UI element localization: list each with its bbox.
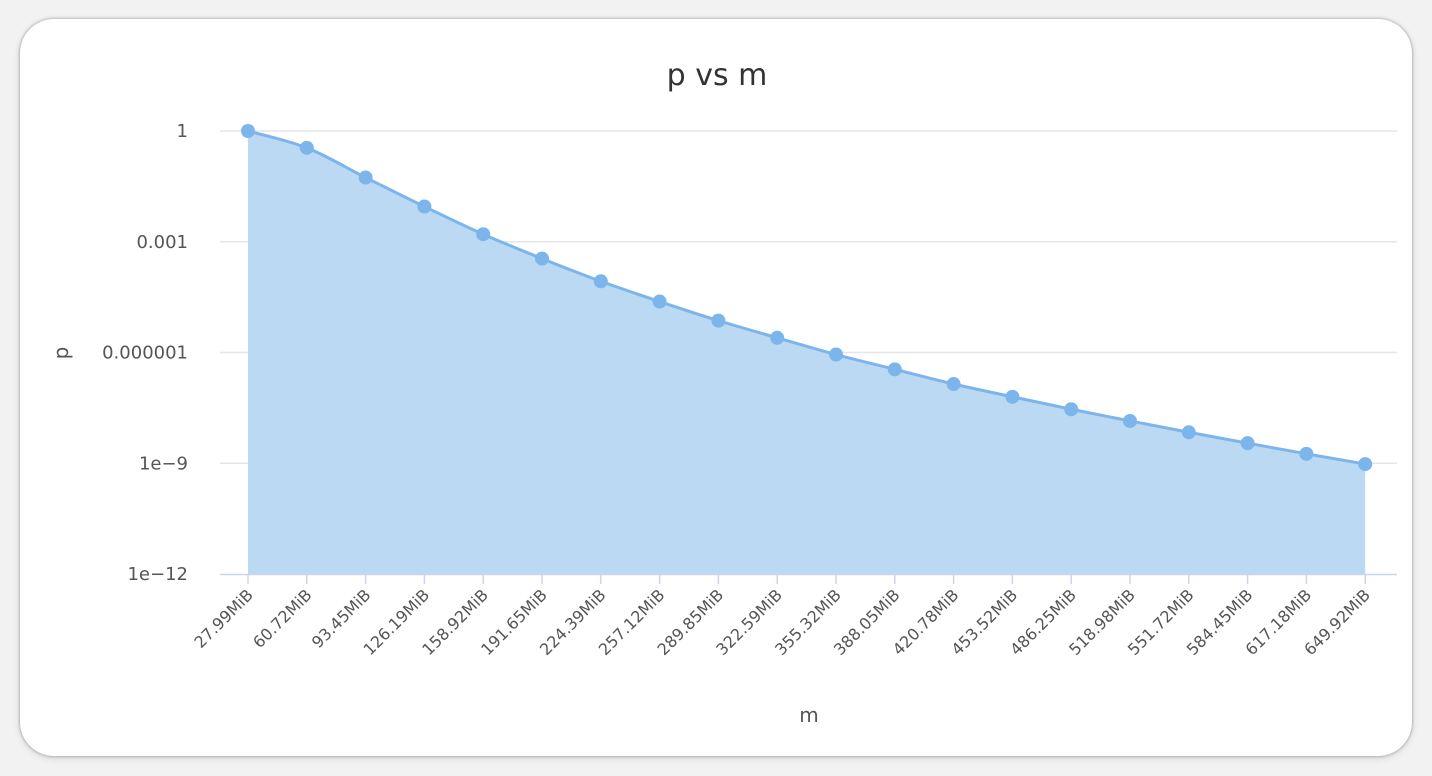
data-point[interactable] [241,124,255,138]
data-point[interactable] [770,330,785,345]
chart-svg: 1 0.001 0.000001 1e−9 1e−12 27.99MiB60.72MiB… [49,58,1397,727]
x-axis-ticks [247,574,1366,584]
data-point[interactable] [535,251,549,266]
x-axis-labels: 27.99MiB60.72MiB93.45MiB126.19MiB158.92M… [190,585,1374,659]
data-point[interactable] [1299,446,1314,461]
data-point[interactable] [1181,425,1196,440]
y-tick-label: 1 [177,121,188,142]
data-point[interactable] [1064,402,1079,417]
y-tick-label: 1e−12 [127,564,188,585]
data-point[interactable] [358,170,373,185]
data-point[interactable] [946,377,961,392]
y-tick-label: 1e−9 [139,453,188,474]
data-point[interactable] [417,199,432,214]
data-point[interactable] [1123,413,1137,428]
y-tick-label: 0.000001 [102,343,188,364]
chart-card: 1 0.001 0.000001 1e−9 1e−12 27.99MiB 60.72MiB… [20,19,1412,756]
data-point[interactable] [652,294,667,309]
data-points [241,124,1373,472]
chart-title: p vs m [667,58,768,93]
data-point[interactable] [829,347,843,362]
x-tick-label: 60.72MiB [249,585,315,651]
x-tick-label: 27.99MiB [190,585,256,651]
area-fill [248,131,1366,574]
data-point[interactable] [887,362,902,377]
data-point[interactable] [711,313,726,328]
data-point[interactable] [593,274,608,289]
y-axis-title: p [49,347,73,360]
data-point[interactable] [1358,457,1373,472]
y-axis-labels: 1 0.001 0.000001 1e−9 1e−12 [102,121,188,585]
x-axis-title: m [799,703,818,727]
data-point[interactable] [476,227,491,242]
data-point[interactable] [299,140,314,155]
data-point[interactable] [1005,389,1020,404]
y-tick-label: 0.001 [136,232,188,253]
data-point[interactable] [1240,436,1255,451]
